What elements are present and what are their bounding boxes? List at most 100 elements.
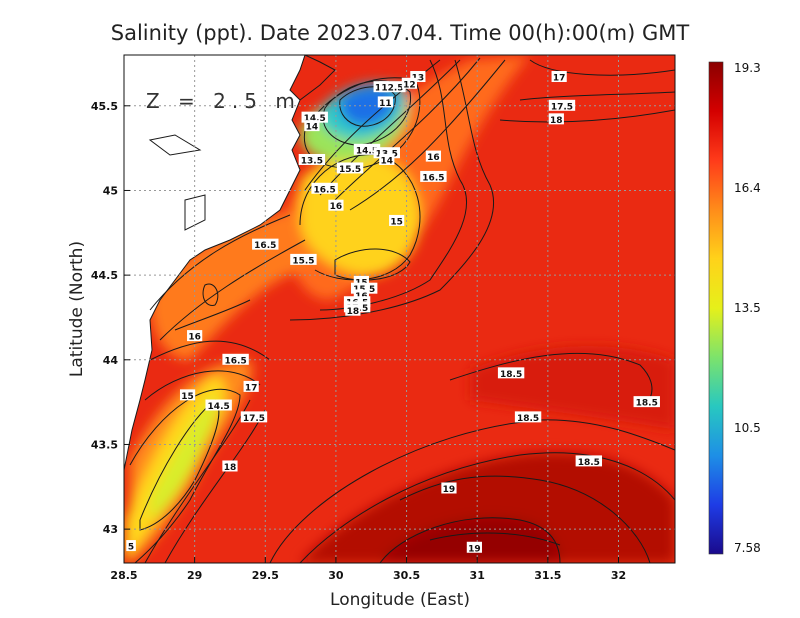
contour-line [429,532,561,546]
contour-label: 14 [306,123,319,133]
contour-line [499,109,675,123]
contour-label-bg [633,396,660,408]
contour-label-bg [222,460,238,472]
x-tick-label: 28.5 [110,569,137,582]
contour-label: 19 [443,485,456,495]
contour-label-bg [350,282,378,294]
contour-label: 14.5 [208,402,230,412]
x-tick-label: 30.5 [393,569,420,582]
contour-line [149,340,271,361]
contour-label: 18.5 [517,414,539,424]
contour-label: 15.5 [292,256,314,266]
contour-line [449,352,653,406]
contour-label: 15 [390,217,403,227]
contour-label: 16.5 [254,241,276,251]
y-axis-ticks: 43 43.5 44 44.5 45 45.5 [91,100,130,536]
contour-label: 12.5 [381,84,403,94]
contour-line [399,475,651,563]
contour-label: 18 [224,463,237,473]
contour-label-bg [420,170,447,182]
contour-label-bg [353,275,369,287]
x-axis-label: Longitude (East) [330,590,470,610]
colorbar-tick-label: 13.5 [734,301,761,315]
contour-label-bg [425,150,442,162]
contour-label: 18 [550,116,563,126]
land-coast [124,55,306,471]
contour-label: 18.5 [636,399,658,409]
contour-label-bg [240,411,268,423]
contour-label: 17.5 [243,414,265,424]
colorbar [708,61,724,555]
contour-label-bg [379,81,406,93]
contour-label-bg [551,71,567,83]
east-red-zone [470,346,675,430]
contour-lines [129,57,675,563]
contour-label-bg [298,153,326,165]
contour-line [319,59,468,311]
land-detail-north [299,55,336,101]
contour-label-bg [328,199,344,211]
x-tick-label: 31.5 [534,569,561,582]
contour-label-bg [466,541,482,553]
contour-label: 18 [347,307,360,317]
south-deep-red-zone [300,452,675,563]
contour-label-bg [345,304,361,316]
contour-label-bg [514,411,542,423]
chart-title: Salinity (ppt). Date 2023.07.04. Time 00… [111,21,690,45]
contour-label-bg [336,162,364,174]
contour-label-bg [304,120,320,132]
contour-line [164,409,266,563]
contour-label: 13 [412,74,425,84]
contour-line [319,59,461,196]
y-tick-label: 44.5 [91,269,118,282]
contour-label-bg [441,482,457,494]
contour-label-bg [243,380,259,392]
contour-label-bg [373,147,400,159]
contour-line [339,86,396,127]
y-axis-label: Latitude (North) [67,241,87,377]
contour-label: 17 [245,383,258,393]
x-tick-label: 29.5 [252,569,279,582]
contour-label: 18.5 [578,458,600,468]
contour-label: 16.5 [422,173,444,183]
colorbar-tick-label: 16.4 [734,181,761,195]
contour-label-bg [497,367,525,379]
contour-label-bg [205,399,232,411]
contour-label: 19 [468,544,481,554]
contour-line [519,91,675,101]
contour-line [289,59,495,321]
shelf-light-green [150,395,218,520]
contour-label-bg [575,455,603,467]
x-axis-ticks: 28.5 29 29.5 30 30.5 31 31.5 32 [110,557,626,582]
contour-label: 15 [181,392,194,402]
contour-line [349,59,506,211]
plot-frame [123,54,676,564]
contour-label: 5 [128,543,134,553]
contour-line [379,517,561,563]
contour-line [299,452,675,563]
contour-label-bg [401,77,417,89]
contour-label: 14.5 [304,114,326,124]
contour-label-bg [353,143,381,155]
contour-label: 16 [330,202,343,212]
contour-line [334,57,481,201]
y-tick-label: 45 [103,184,118,197]
contour-label-bg [126,540,136,552]
contour-label: 16 [188,333,201,343]
y-tick-label: 43.5 [91,438,118,451]
contour-label: 14 [381,156,394,166]
y-tick-label: 43 [103,523,118,536]
contour-label: 16 [427,153,440,163]
contour-label-bg [252,238,279,250]
contour-label-bg [179,389,196,401]
contour-label: 17.5 [551,102,573,112]
contour-label-bg [187,330,203,342]
contour-label: 18.5 [500,370,522,380]
contour-line [202,283,219,306]
contour-line [149,214,291,311]
contour-label-bg [377,96,393,108]
contour-label-bg [301,111,328,123]
contour-label-bg [222,353,249,365]
contour-label-bg [389,214,405,226]
contour-label: 15.5 [339,165,361,175]
